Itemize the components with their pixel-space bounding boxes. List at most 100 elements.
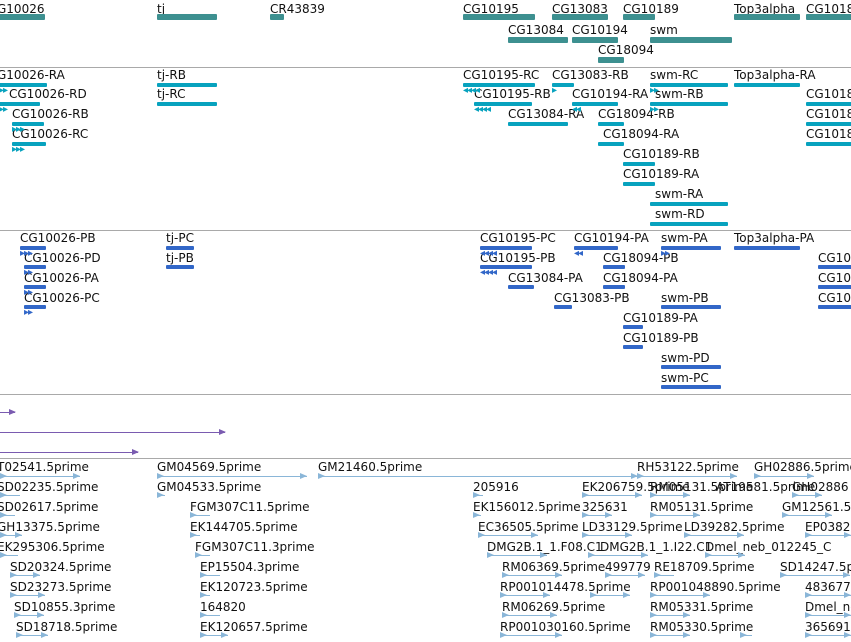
est-line xyxy=(502,575,562,576)
feature-bar xyxy=(806,14,851,20)
arrowhead-icon xyxy=(200,572,207,578)
est-line xyxy=(157,476,307,477)
arrowhead-icon xyxy=(0,552,7,558)
alignment-line xyxy=(0,432,225,433)
est-line xyxy=(705,555,745,556)
est-line xyxy=(805,615,851,616)
feature-label: EK144705.5prime xyxy=(190,520,298,534)
feature-bar xyxy=(166,265,194,269)
feature-label: GH13375.5prime xyxy=(0,520,100,534)
feature-bar xyxy=(508,122,568,126)
feature-label: Top3alpha xyxy=(734,2,796,16)
feature-label: tj xyxy=(157,2,166,16)
feature-label: swm xyxy=(650,23,678,37)
arrowhead-icon xyxy=(502,572,509,578)
strand-arrows: ◂◂ xyxy=(572,104,581,115)
feature-bar xyxy=(623,162,655,166)
arrowhead-icon xyxy=(555,632,562,638)
strand-arrows: ▸▸ xyxy=(650,104,659,115)
est-line xyxy=(805,635,851,636)
arrowhead-icon xyxy=(650,592,657,598)
feature-bar xyxy=(463,14,535,20)
strand-arrows: ◂◂◂◂ xyxy=(474,104,491,115)
feature-bar xyxy=(818,285,851,289)
feature-label: CG13083 xyxy=(552,2,608,16)
arrowhead-icon xyxy=(500,632,507,638)
arrowhead-icon xyxy=(38,592,45,598)
feature-bar xyxy=(661,385,721,389)
feature-bar xyxy=(623,345,643,349)
feature-bar xyxy=(0,14,45,20)
feature-label: SD10855.3prime xyxy=(14,600,116,614)
arrowhead-icon xyxy=(500,592,507,598)
feature-bar xyxy=(480,265,532,269)
est-line xyxy=(10,595,45,596)
feature-label: LD33129.5prime xyxy=(582,520,683,534)
arrowhead-icon xyxy=(473,512,480,518)
arrowhead-icon xyxy=(683,632,690,638)
feature-label: CG10195-RC xyxy=(463,68,540,82)
arrowhead-icon xyxy=(844,612,851,618)
feature-label: CG10195-RB xyxy=(474,87,551,101)
feature-label: CG18094-RA xyxy=(603,127,680,141)
est-line xyxy=(0,476,80,477)
feature-bar xyxy=(623,14,655,20)
feature-bar xyxy=(661,305,721,309)
est-line xyxy=(200,615,220,616)
arrowhead-icon xyxy=(737,532,744,538)
feature-label: GM04533.5prime xyxy=(157,480,262,494)
est-line xyxy=(500,635,562,636)
feature-label: CG18094-PB xyxy=(603,251,679,265)
feature-bar xyxy=(603,265,625,269)
track-divider xyxy=(0,394,851,395)
arrowhead-icon xyxy=(555,572,562,578)
feature-label: SD02617.5prime xyxy=(0,500,99,514)
feature-label: EK206759.5prime xyxy=(582,480,690,494)
arrowhead-icon xyxy=(10,592,17,598)
feature-bar xyxy=(734,246,800,250)
feature-label: SD14247.5p xyxy=(780,560,851,574)
feature-label: CG10026-RC xyxy=(12,127,89,141)
est-line xyxy=(650,635,690,636)
arrowhead-icon xyxy=(15,532,22,538)
arrowhead-icon xyxy=(780,572,787,578)
feature-bar xyxy=(12,142,46,146)
est-line xyxy=(10,575,40,576)
feature-label: CG13084 xyxy=(508,23,564,37)
arrowhead-icon xyxy=(730,473,737,479)
arrowhead-icon xyxy=(738,552,745,558)
track-transcripts: G10026-RA CG10026-RD CG10026-RB CG10026-RC t… xyxy=(0,67,851,230)
arrowhead-icon xyxy=(300,473,307,479)
est-line xyxy=(590,595,630,596)
feature-label: G10026 xyxy=(0,2,45,16)
arrowhead-icon xyxy=(157,473,164,479)
track-ests: T02541.5prime GM04569.5prime GM21460.5prim… xyxy=(0,458,851,642)
arrowhead-icon xyxy=(805,532,812,538)
feature-label: 483677 xyxy=(805,580,851,594)
feature-label: RH53122.5prime xyxy=(637,460,739,474)
feature-label: CG10194-RA xyxy=(572,87,649,101)
feature-label: 164820 xyxy=(200,600,246,614)
est-line xyxy=(16,635,48,636)
track-alignments xyxy=(0,394,851,458)
feature-label: RM05131.5prime xyxy=(650,480,754,494)
arrowhead-icon xyxy=(473,492,480,498)
arrowhead-icon xyxy=(740,632,747,638)
feature-label: EK120723.5prime xyxy=(200,580,308,594)
arrowhead-icon xyxy=(582,512,589,518)
feature-bar xyxy=(552,14,608,20)
arrowhead-icon xyxy=(623,592,630,598)
arrowhead-icon xyxy=(221,632,228,638)
feature-bar xyxy=(157,83,217,87)
feature-label: GH02886 xyxy=(792,480,849,494)
feature-label: 499779 xyxy=(605,560,651,574)
feature-label: CG10194 xyxy=(572,23,628,37)
feature-bar xyxy=(598,57,624,63)
arrowhead-icon xyxy=(815,492,822,498)
strand-arrows: ▸▸▸ xyxy=(20,248,33,259)
arrowhead-icon xyxy=(318,473,325,479)
arrowhead-icon xyxy=(33,572,40,578)
feature-label: CG13083-PB xyxy=(554,291,630,305)
feature-label: EP15504.3prime xyxy=(200,560,300,574)
